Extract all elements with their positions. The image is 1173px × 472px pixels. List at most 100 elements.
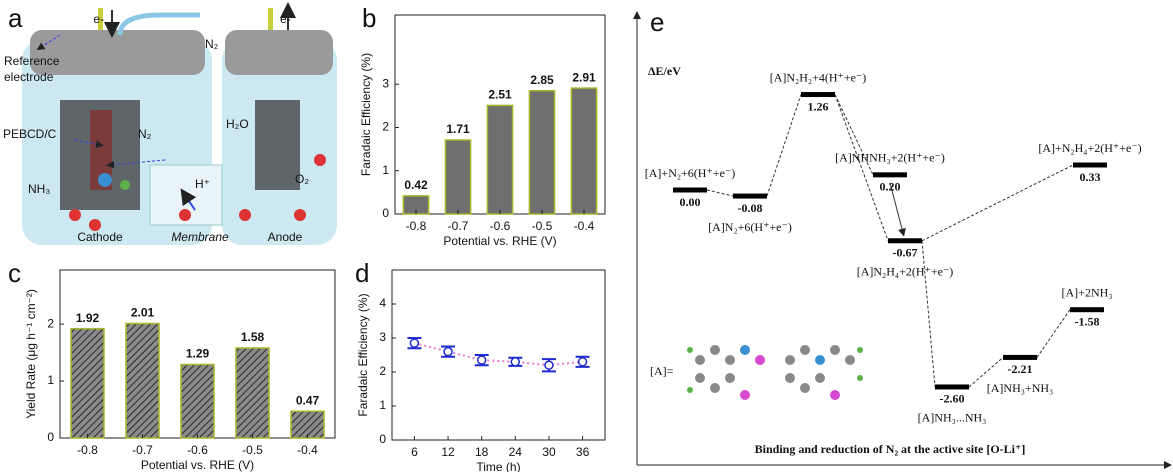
- connector: [706, 189, 734, 197]
- y-axis-title: Faradaic Efficiency (%): [356, 293, 370, 416]
- x-tick-label: -0.7: [132, 443, 153, 457]
- state-label: [A]+N₂+6(H⁺+e⁻): [645, 166, 735, 180]
- energy-level: [673, 187, 707, 193]
- label: Membrane: [171, 230, 229, 244]
- state-label: [A]N₂H₄+2(H⁺+e⁻): [857, 265, 954, 279]
- bar: [570, 87, 598, 215]
- bar: [235, 347, 270, 439]
- bar: [290, 410, 325, 439]
- state-label: [A]NH₃...NH₃: [918, 411, 987, 425]
- label: H⁺: [195, 177, 210, 191]
- y-tick-label: 0: [47, 430, 54, 444]
- label: NH₃: [28, 182, 50, 196]
- marker: [476, 355, 487, 365]
- y-tick-label: 0: [382, 206, 389, 220]
- data-label: 2.91: [572, 70, 596, 84]
- x-tick-label: 6: [411, 445, 418, 459]
- x-tick-label: 36: [576, 445, 590, 459]
- bar: [70, 327, 105, 439]
- value-label: -1.58: [1075, 314, 1100, 328]
- value-label: 0.00: [680, 195, 701, 209]
- y-axis-title: Faradaic Efficiency (%): [359, 53, 373, 176]
- x-tick-label: -0.6: [490, 219, 511, 233]
- value-label: 1.26: [808, 99, 829, 113]
- energy-level: [1070, 307, 1104, 313]
- state-label: [A]NHNH₃+2(H⁺+e⁻): [835, 151, 945, 165]
- connector: [766, 94, 802, 197]
- caption: Binding and reduction of N₂ at the activ…: [755, 442, 1026, 456]
- x-axis-title: Potential vs. RHE (V): [443, 234, 556, 248]
- y-axis-title: Yield Rate (μg h⁻¹ cm⁻²): [24, 289, 38, 419]
- data-label: 2.01: [131, 306, 155, 320]
- label: e-: [93, 12, 104, 26]
- line: [414, 342, 583, 367]
- label: H₂O: [226, 117, 249, 131]
- y-tick-label: 2: [47, 316, 54, 330]
- y-tick-label: 3: [382, 76, 389, 90]
- label: Anode: [268, 230, 303, 244]
- x-tick-label: -0.8: [77, 443, 98, 457]
- data-label: 0.47: [296, 393, 320, 407]
- state-label: [A]+2NH₃: [1062, 285, 1113, 299]
- x-tick-label: -0.4: [574, 219, 595, 233]
- y-tick-label: 2: [382, 120, 389, 134]
- panel-letter: e: [650, 7, 664, 37]
- connector: [834, 94, 889, 241]
- energy-axis-title: ΔE/eV: [648, 64, 681, 78]
- y-tick-label: 0: [379, 432, 386, 446]
- marker: [409, 338, 420, 348]
- label: Reference: [4, 54, 60, 68]
- data-label: 0.42: [404, 178, 428, 192]
- x-tick-label: 30: [542, 445, 556, 459]
- state-label: [A]NH₃+NH₃: [987, 381, 1053, 395]
- marker: [510, 357, 521, 367]
- marker: [577, 357, 588, 367]
- energy-level: [1003, 354, 1037, 360]
- panel-letter: c: [8, 258, 21, 288]
- label: N₂: [205, 37, 219, 51]
- value-label: -0.67: [893, 246, 918, 260]
- bar: [125, 322, 160, 439]
- bar: [486, 104, 514, 215]
- arrow: [889, 182, 906, 237]
- connector: [1036, 309, 1071, 358]
- x-axis-title: Time (h): [476, 460, 520, 472]
- data-label: 1.71: [446, 122, 470, 136]
- panel-letter: d: [355, 258, 369, 288]
- x-tick-label: -0.5: [532, 219, 553, 233]
- energy-level: [935, 384, 969, 390]
- data-label: 1.92: [76, 311, 100, 325]
- y-tick-label: 1: [379, 398, 386, 412]
- energy-level: [733, 193, 767, 199]
- label: Cathode: [77, 230, 123, 244]
- y-tick-label: 1: [47, 373, 54, 387]
- y-tick-label: 2: [379, 364, 386, 378]
- y-tick-label: 3: [379, 330, 386, 344]
- x-tick-label: 18: [475, 445, 489, 459]
- label: PEBCD/C: [3, 127, 57, 141]
- bar: [180, 363, 215, 439]
- plot-frame: [391, 269, 606, 441]
- energy-level: [1073, 162, 1107, 168]
- data-label: 2.51: [488, 88, 512, 102]
- energy-level: [888, 238, 922, 244]
- connector: [968, 357, 1004, 388]
- marker: [443, 346, 453, 357]
- x-tick-label: -0.4: [297, 443, 318, 457]
- data-label: 1.29: [186, 347, 210, 361]
- x-tick-label: -0.5: [242, 443, 263, 457]
- bar: [444, 139, 472, 215]
- label: N₂: [138, 127, 152, 141]
- x-tick-label: 24: [509, 445, 523, 459]
- panel-letter: a: [8, 3, 23, 33]
- state-label: [A]N₂+6(H⁺+e⁻): [708, 220, 792, 234]
- value-label: 0.33: [1080, 170, 1101, 184]
- x-tick-label: -0.6: [187, 443, 208, 457]
- y-tick-label: 4: [379, 296, 386, 310]
- value-label: -2.21: [1008, 362, 1033, 376]
- energy-level: [801, 92, 835, 98]
- state-label: [A]N₂H₂+4(H⁺+e⁻): [770, 70, 867, 84]
- value-label: -0.08: [738, 201, 763, 215]
